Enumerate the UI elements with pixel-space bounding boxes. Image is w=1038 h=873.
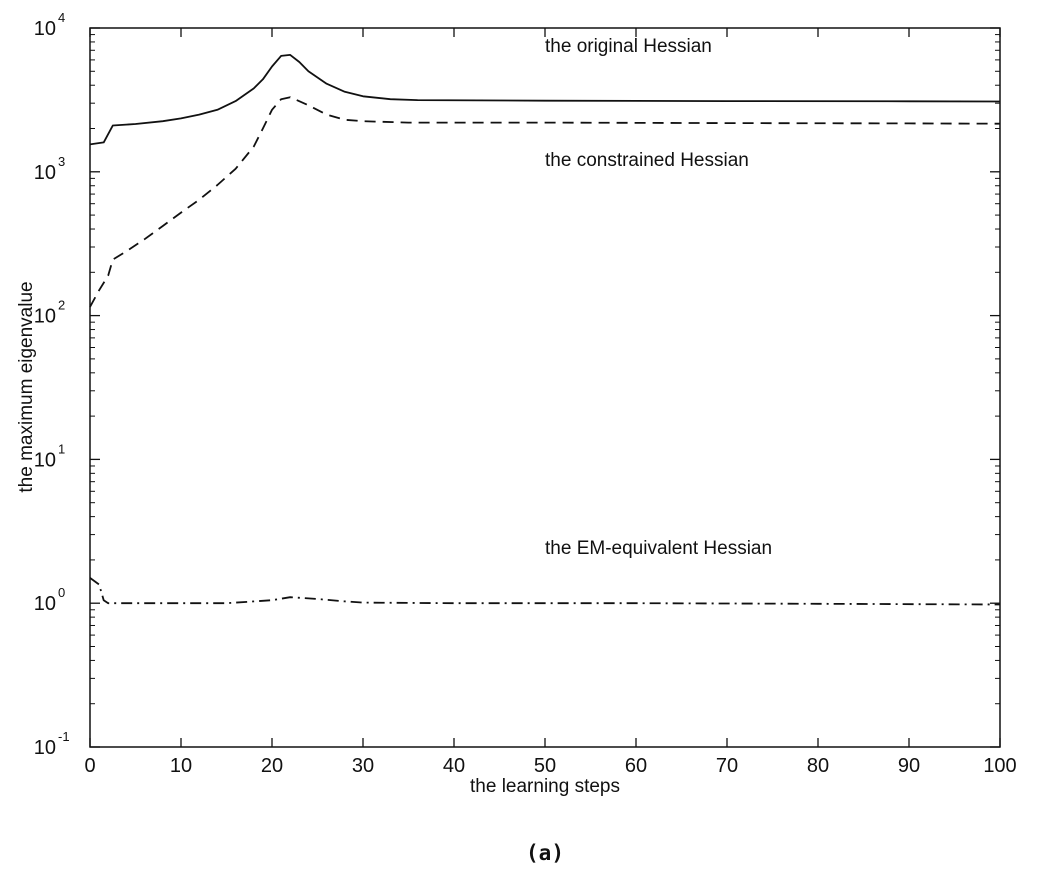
y-tick-exponent: -1 (58, 729, 70, 744)
x-tick-label: 20 (261, 755, 283, 777)
plot-frame (89, 27, 1001, 748)
annotations-group: the original Hessian the constrained Hess… (545, 36, 772, 559)
series-group (89, 54, 1001, 606)
x-tick-label: 40 (443, 755, 465, 777)
series-annotation: the constrained Hessian (545, 150, 749, 171)
y-tick-exponent: 1 (58, 441, 65, 456)
series-line-dashed (89, 96, 1001, 308)
y-axis-title: the maximum eigenvalue (16, 281, 37, 492)
x-tick-label: 90 (898, 755, 920, 777)
axis-ticks (89, 27, 1001, 748)
x-tick-label: 80 (807, 755, 829, 777)
x-tick-label: 10 (170, 755, 192, 777)
y-tick-label: 10 (34, 18, 56, 40)
x-tick-label: 60 (625, 755, 647, 777)
x-tick-label: 70 (716, 755, 738, 777)
y-tick-label: 10 (34, 593, 56, 615)
series-line-dash-dot (89, 577, 1001, 606)
y-tick-exponent: 4 (58, 10, 65, 25)
figure-caption: (a) (526, 841, 564, 865)
x-axis-title: the learning steps (470, 776, 620, 797)
x-tick-label: 0 (84, 755, 95, 777)
y-tick-label: 10 (34, 449, 56, 471)
y-tick-label: 10 (34, 162, 56, 184)
x-tick-label: 50 (534, 755, 556, 777)
tick-labels: 0 10 20 30 40 50 60 70 80 90 10010-110010110210310… (34, 10, 1017, 777)
y-tick-exponent: 2 (58, 298, 65, 313)
series-annotation: the EM-equivalent Hessian (545, 538, 772, 559)
series-line-solid (89, 54, 1001, 146)
x-tick-label: 100 (983, 755, 1016, 777)
y-tick-label: 10 (34, 737, 56, 759)
y-tick-label: 10 (34, 306, 56, 328)
x-tick-label: 30 (352, 755, 374, 777)
y-tick-exponent: 0 (58, 585, 65, 600)
series-annotation: the original Hessian (545, 36, 712, 57)
y-tick-exponent: 3 (58, 154, 65, 169)
